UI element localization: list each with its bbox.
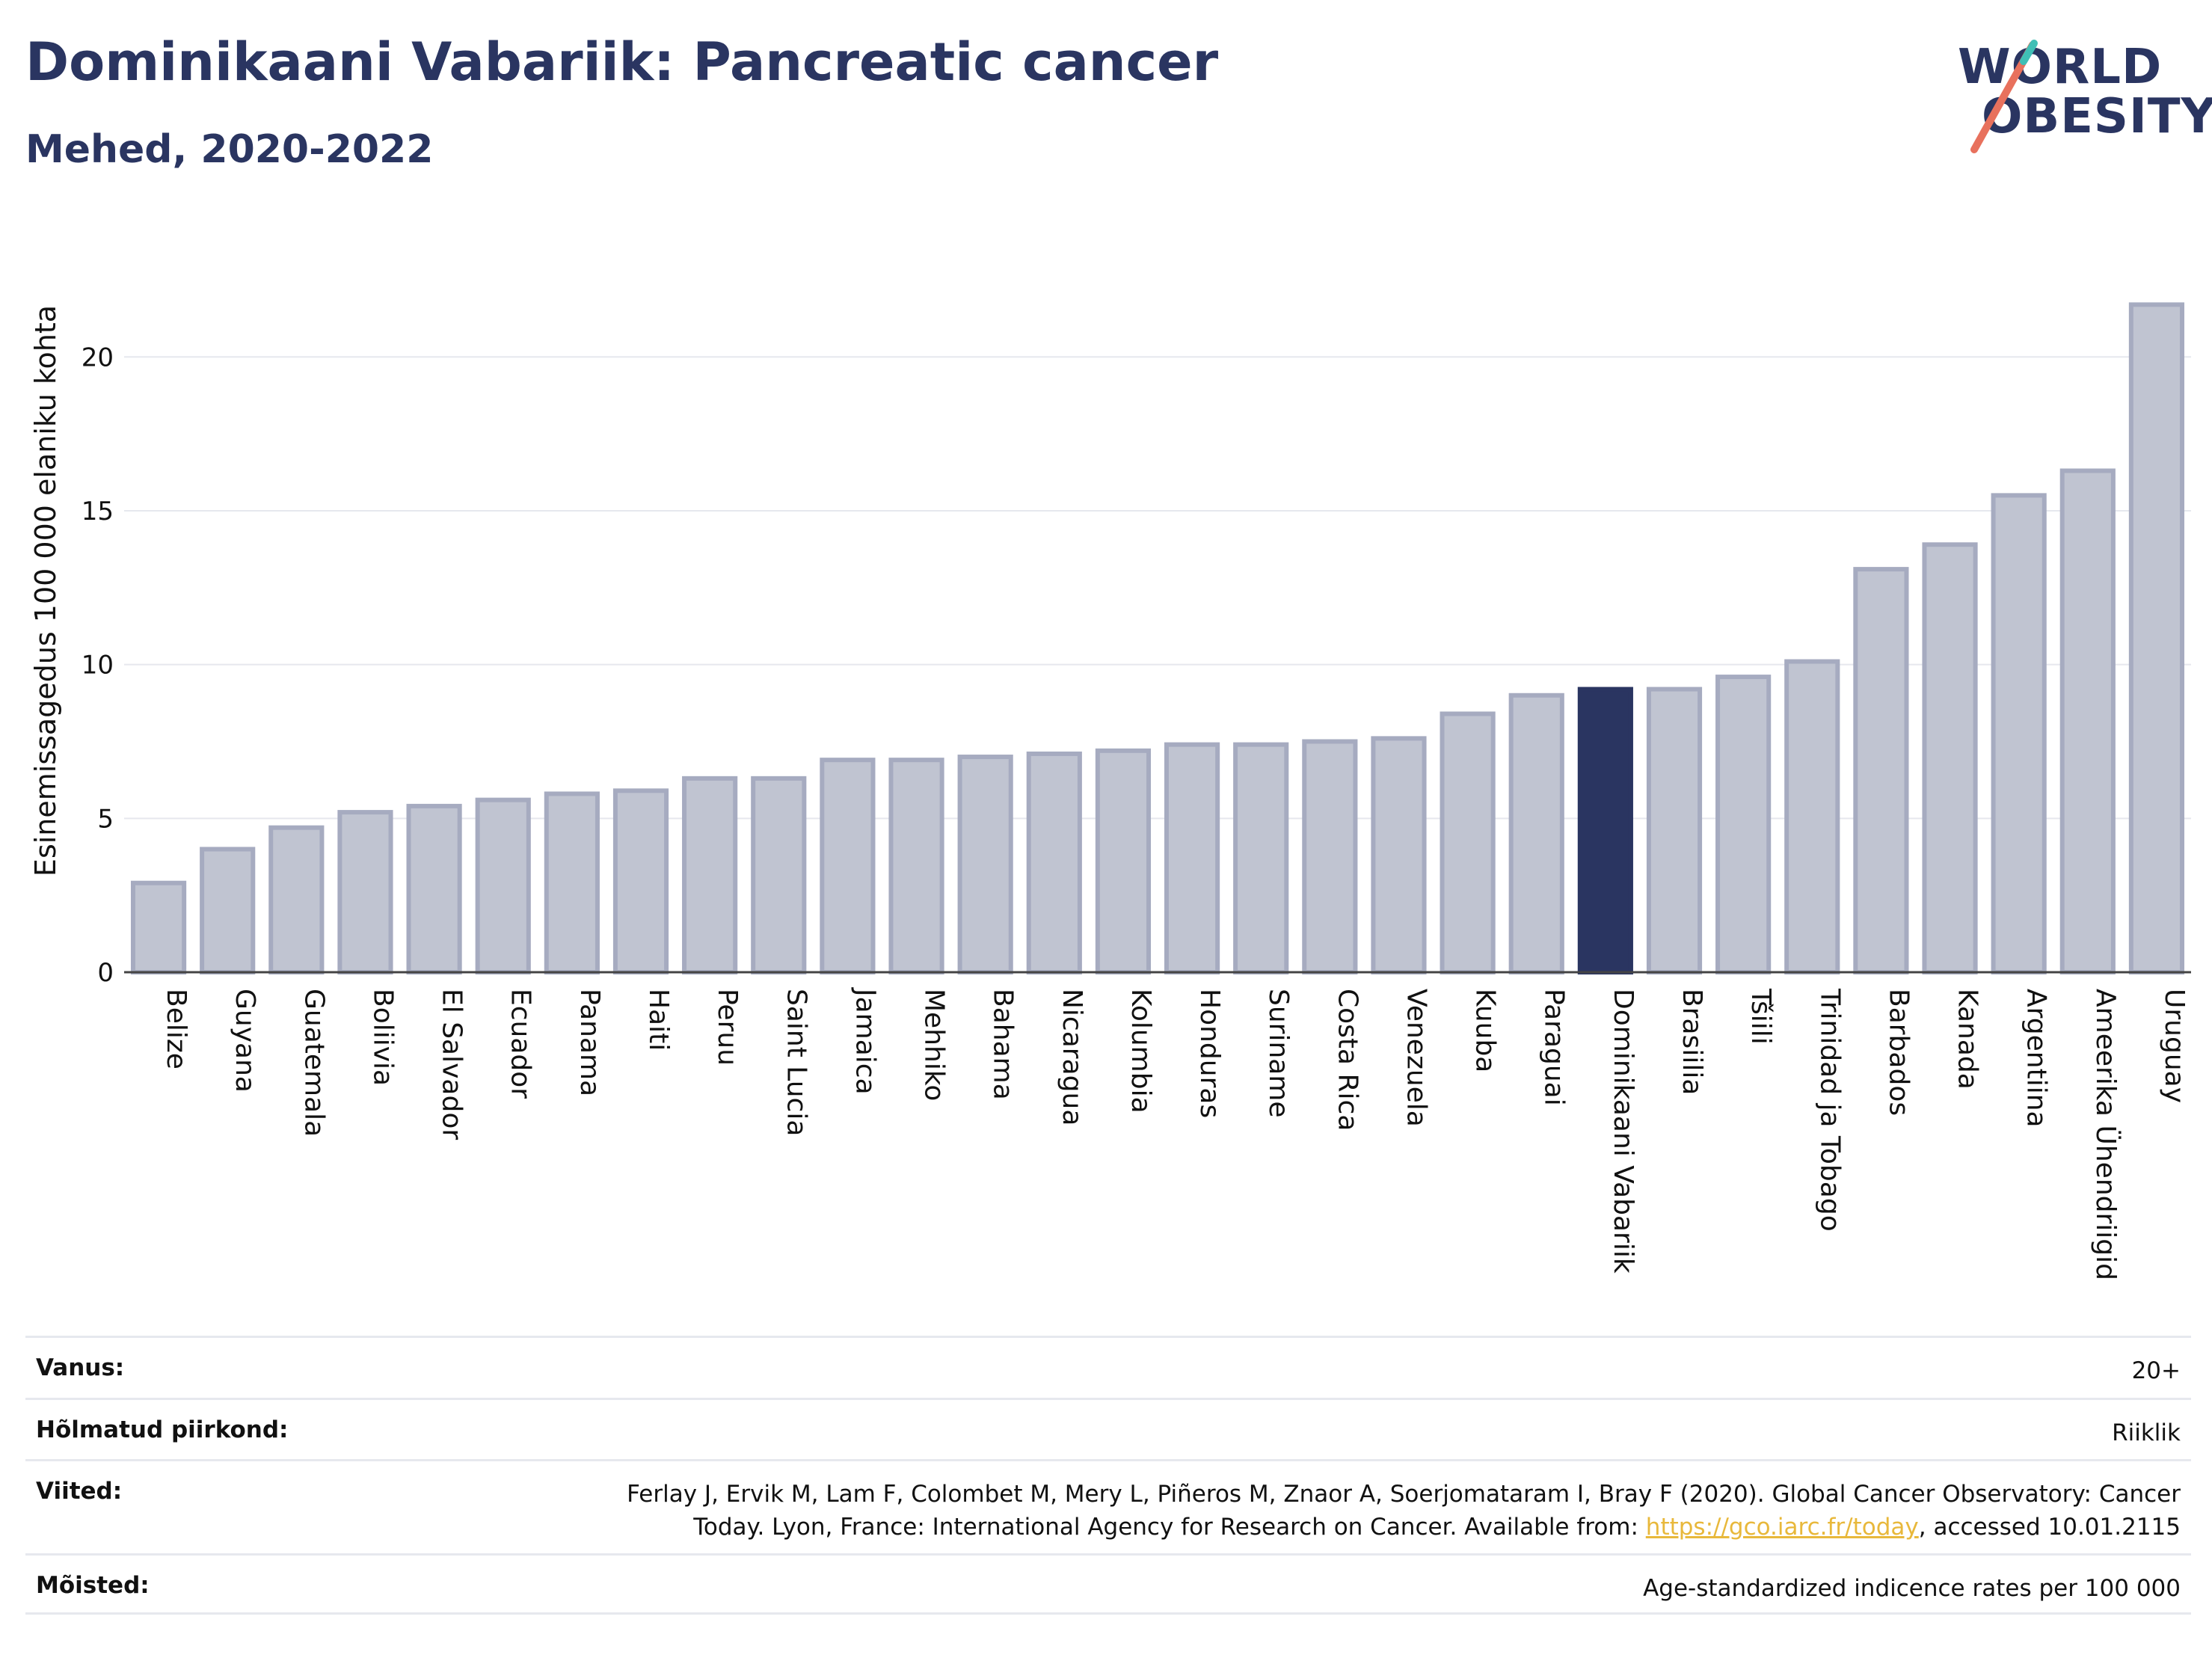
info-value-age: 20+	[2131, 1357, 2181, 1384]
reference-link[interactable]: https://gco.iarc.fr/today	[1645, 1514, 1919, 1541]
bar	[751, 776, 807, 974]
info-row-definitions: Mõisted: Age-standardized indicence rate…	[25, 1553, 2191, 1615]
x-tick-label: Peruu	[712, 989, 743, 1066]
x-tick-label: Dominikaani Vabariik	[1608, 989, 1638, 1274]
x-tick-label: Paraguai	[1539, 989, 1570, 1106]
info-row-age: Vanus: 20+	[25, 1336, 2191, 1398]
reference-text-line2: Today. Lyon, France: International Agenc…	[693, 1514, 1646, 1541]
x-tick-label: Jamaica	[850, 987, 880, 1095]
logo-text-world: WORLD	[1958, 40, 2163, 95]
y-tick-label: 10	[82, 651, 114, 681]
info-label-age: Vanus:	[36, 1354, 125, 1381]
x-tick-label: Argentiina	[2021, 989, 2052, 1128]
bar	[1095, 748, 1152, 974]
bar	[1302, 739, 1358, 975]
bar	[682, 776, 738, 974]
x-tick-label: Belize	[161, 989, 191, 1069]
bar	[1164, 742, 1220, 974]
y-tick-label: 20	[82, 343, 114, 372]
x-tick-label: Nicaragua	[1057, 989, 1087, 1126]
x-tick-label: Panama	[574, 989, 605, 1096]
bar	[1026, 751, 1082, 974]
bar	[544, 791, 600, 975]
info-label-definitions: Mõisted:	[36, 1572, 150, 1599]
bar	[406, 803, 462, 975]
x-tick-label: Costa Rica	[1332, 989, 1362, 1131]
x-tick-label: Brasiilia	[1677, 989, 1707, 1095]
x-tick-label: Barbados	[1883, 989, 1914, 1116]
world-obesity-logo: WORLD OBESITY	[1944, 22, 2212, 157]
bar	[888, 758, 944, 975]
bar	[820, 758, 876, 975]
reference-text-accessed: , accessed 10.01.2115	[1918, 1514, 2181, 1541]
grid-lines	[124, 356, 2191, 820]
bar	[1853, 567, 1909, 974]
bar	[2128, 302, 2185, 975]
chart-subtitle: Mehed, 2020-2022	[25, 127, 434, 172]
x-tick-label: Suriname	[1263, 989, 1294, 1118]
bar	[268, 825, 325, 975]
bar	[2059, 468, 2116, 974]
y-tick-label: 0	[97, 958, 114, 988]
x-tick-label: Kolumbia	[1125, 989, 1156, 1114]
info-row-references: Viited: Ferlay J, Ervik M, Lam F, Colomb…	[25, 1459, 2191, 1553]
info-row-coverage: Hõlmatud piirkond: Riiklik	[25, 1398, 2191, 1459]
x-tick-label: El Salvador	[437, 989, 467, 1140]
x-tick-label: Ameerika Ühendriigid	[2090, 989, 2122, 1280]
bar	[1784, 659, 1840, 974]
x-tick-label: Guatemala	[298, 989, 329, 1137]
bar	[1440, 711, 1496, 974]
y-tick-label: 5	[97, 804, 114, 834]
bar-chart: 0 5 10 15 20 Belize Guyana Guatemala Boliivia El …	[29, 302, 2191, 1280]
bar	[1371, 736, 1427, 974]
bar	[1922, 542, 1978, 975]
bar	[337, 810, 393, 974]
info-value-coverage: Riiklik	[2112, 1419, 2181, 1446]
x-tick-label: Ecuador	[506, 989, 536, 1099]
info-value-references: Ferlay J, Ervik M, Lam F, Colombet M, Me…	[627, 1478, 2181, 1544]
reference-text-line1: Ferlay J, Ervik M, Lam F, Colombet M, Me…	[627, 1481, 2181, 1508]
bar	[1577, 687, 1633, 975]
y-tick-label: 15	[82, 497, 114, 526]
axes: 0 5 10 15 20 Belize Guyana Guatemala Boliivia El …	[82, 343, 2191, 1280]
bar	[1233, 742, 1289, 974]
logo-slash-icon	[1970, 40, 2038, 153]
bar	[1991, 493, 2047, 974]
y-axis-label: Esinemissagedus 100 000 elaniku kohta	[29, 305, 62, 876]
x-tick-label: Honduras	[1194, 989, 1225, 1118]
info-value-definitions: Age-standardized indicence rates per 100…	[1643, 1575, 2181, 1602]
x-tick-label: Kuuba	[1470, 989, 1501, 1072]
bar	[1508, 693, 1564, 974]
x-tick-label: Venezuela	[1401, 989, 1431, 1127]
x-tick-label: Boliivia	[367, 989, 398, 1086]
x-tick-label: Tšiili	[1745, 988, 1776, 1045]
info-label-coverage: Hõlmatud piirkond:	[36, 1416, 289, 1443]
bar	[1715, 675, 1772, 974]
info-table: Vanus: 20+ Hõlmatud piirkond: Riiklik Vi…	[25, 1336, 2191, 1615]
logo-text-obesity: OBESITY	[1982, 89, 2212, 144]
x-tick-label: Guyana	[230, 989, 260, 1093]
chart-title: Dominikaani Vabariik: Pancreatic cancer	[25, 31, 1219, 93]
bars	[130, 302, 2185, 975]
bar	[1646, 687, 1703, 975]
x-tick-label: Trinidad ja Tobago	[1814, 988, 1845, 1232]
info-label-references: Viited:	[36, 1478, 123, 1505]
x-tick-label: Bahama	[988, 989, 1019, 1100]
x-tick-label: Uruguay	[2159, 989, 2190, 1103]
x-tick-label: Kanada	[1953, 989, 1983, 1090]
x-tick-label: Saint Lucia	[781, 989, 811, 1136]
bar	[475, 797, 531, 974]
bar	[957, 755, 1013, 975]
x-tick-label: Haiti	[643, 989, 674, 1051]
bar	[612, 788, 669, 975]
bar	[130, 880, 187, 974]
x-tick-label: Mehhiko	[919, 989, 950, 1101]
bar	[200, 847, 256, 974]
